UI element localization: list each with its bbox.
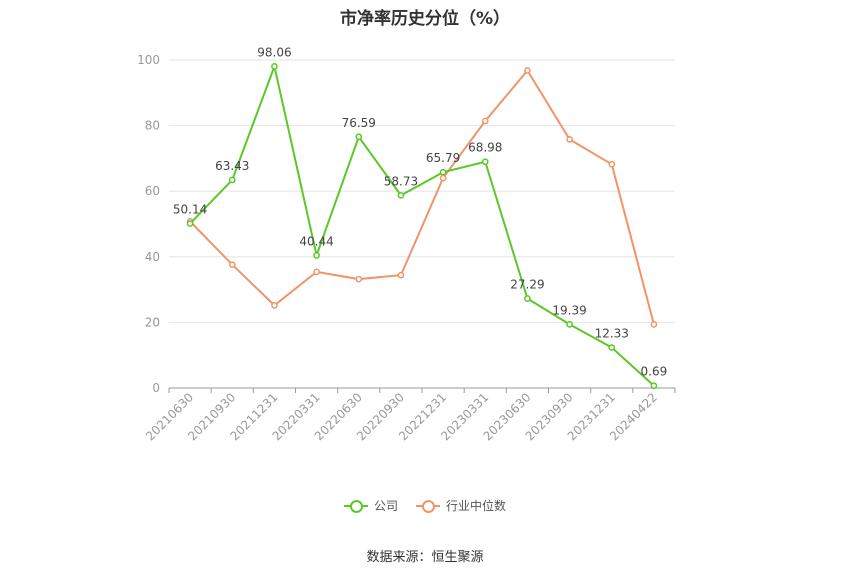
point-company	[271, 63, 278, 70]
data-label: 65.79	[426, 151, 460, 165]
legend-company-dot	[349, 499, 363, 513]
data-labels: 50.14 63.43 98.06 40.44 76.59 58.73 65.79 68.98…	[173, 45, 667, 378]
series-lines	[186, 63, 658, 390]
y-tick-label: 40	[145, 250, 160, 264]
legend-industry-dot	[422, 499, 435, 513]
legend-industry-label: 行业中位数	[446, 499, 507, 513]
point-industry-median	[481, 117, 489, 125]
data-label: 19.39	[552, 303, 586, 317]
legend-item-industry-median[interactable]: 行业中位数	[416, 497, 506, 514]
y-tick-label: 60	[145, 184, 160, 198]
point-company	[650, 382, 658, 390]
data-source: 数据来源：恒生聚源	[366, 550, 484, 565]
y-tick-label: 80	[145, 119, 160, 133]
y-tick-label: 20	[145, 315, 160, 329]
point-company	[313, 252, 320, 259]
point-industry-median	[608, 160, 616, 168]
data-label: 68.98	[468, 141, 502, 155]
point-industry-median	[397, 271, 405, 279]
data-label: 12.33	[595, 327, 629, 341]
data-label: 98.06	[257, 45, 291, 59]
series-line-company	[189, 65, 655, 387]
grid-lines	[169, 59, 675, 323]
data-label: 63.43	[215, 159, 249, 173]
point-company	[228, 176, 236, 184]
point-industry-median	[439, 174, 447, 182]
point-company	[439, 168, 447, 176]
legend-industry-marker	[416, 499, 440, 513]
point-company	[186, 220, 194, 227]
point-industry-median	[566, 136, 573, 143]
point-company	[524, 295, 531, 302]
legend-company-label: 公司	[373, 499, 398, 513]
legend-item-company[interactable]: 公司	[343, 497, 398, 514]
point-industry-median	[355, 275, 363, 283]
chart-title: 市净率历史分位（%）	[339, 9, 511, 29]
point-industry-median	[524, 67, 531, 74]
point-company	[608, 344, 616, 351]
point-industry-median	[228, 261, 236, 269]
point-company	[397, 192, 405, 199]
data-label: 40.44	[299, 234, 333, 248]
point-industry-median	[650, 321, 658, 328]
y-tick-label: 100	[137, 53, 160, 67]
point-industry-median	[271, 301, 278, 309]
point-company	[355, 133, 363, 141]
point-company	[481, 158, 489, 166]
y-tick-label: 0	[152, 381, 160, 395]
point-company	[566, 321, 573, 328]
axes: 0204060801002021063020210930202112312022…	[137, 53, 676, 443]
legend-company-marker	[343, 499, 368, 513]
data-label: 0.69	[641, 365, 668, 379]
data-label: 27.29	[510, 277, 544, 291]
data-label: 76.59	[342, 116, 376, 130]
point-industry-median	[313, 268, 320, 276]
data-label: 58.73	[384, 174, 418, 188]
series-line-industry-median	[189, 69, 655, 325]
legend: 公司 行业中位数	[0, 497, 850, 514]
data-label: 50.14	[173, 203, 207, 217]
